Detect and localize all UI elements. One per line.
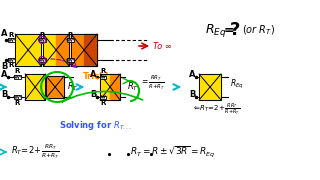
Polygon shape	[100, 75, 106, 78]
Text: $=\!\frac{RR_T}{R\!+\!R_T}$: $=\!\frac{RR_T}{R\!+\!R_T}$	[140, 74, 165, 92]
Text: $\Leftarrow\!R_T\!=\!2\!+\!\frac{RR_T}{R\!+\!R_T}$: $\Leftarrow\!R_T\!=\!2\!+\!\frac{RR_T}{R…	[192, 101, 240, 117]
Polygon shape	[8, 58, 15, 62]
Polygon shape	[55, 76, 64, 98]
Text: B: B	[90, 90, 96, 99]
Text: $R_{Eq}$: $R_{Eq}$	[205, 21, 227, 39]
Polygon shape	[28, 34, 41, 66]
Text: R: R	[68, 32, 73, 38]
Text: R: R	[8, 32, 14, 38]
Text: ?: ?	[230, 21, 240, 39]
Text: To ∞: To ∞	[153, 42, 172, 51]
Text: R: R	[100, 68, 106, 74]
Text: R: R	[39, 62, 45, 68]
Text: =: =	[224, 24, 235, 37]
Polygon shape	[56, 34, 69, 66]
Text: R: R	[68, 62, 73, 68]
Text: B: B	[1, 62, 7, 71]
Polygon shape	[199, 74, 210, 100]
Polygon shape	[14, 75, 21, 79]
Text: Trick!: Trick!	[83, 72, 110, 81]
Text: R: R	[14, 68, 20, 74]
Text: $R_T\!=\!2\!+\!\frac{RR_T}{R\!+\!R_T}$: $R_T\!=\!2\!+\!\frac{RR_T}{R\!+\!R_T}$	[11, 143, 60, 161]
Text: R: R	[8, 62, 14, 68]
Polygon shape	[15, 34, 28, 66]
Polygon shape	[110, 74, 120, 100]
Polygon shape	[46, 76, 55, 98]
Text: $\bullet\quad\bullet\quad\bullet$: $\bullet\quad\bullet\quad\bullet$	[105, 149, 154, 159]
Polygon shape	[100, 96, 106, 98]
Polygon shape	[14, 95, 21, 99]
Text: R: R	[100, 100, 106, 106]
Text: $R_T = R \pm \sqrt{3R} = R_{Eq}$: $R_T = R \pm \sqrt{3R} = R_{Eq}$	[130, 145, 215, 159]
Text: R: R	[14, 100, 20, 106]
Text: $R_T$: $R_T$	[127, 81, 139, 93]
Polygon shape	[25, 74, 35, 100]
FancyArrowPatch shape	[62, 91, 142, 102]
Polygon shape	[71, 34, 84, 66]
Polygon shape	[39, 58, 46, 62]
Polygon shape	[84, 34, 97, 66]
Polygon shape	[8, 38, 15, 42]
Text: Solving for $R_{T...}$: Solving for $R_{T...}$	[59, 118, 132, 132]
Text: $R_T$: $R_T$	[67, 81, 79, 93]
Text: A: A	[1, 70, 7, 79]
Polygon shape	[210, 74, 221, 100]
Text: R: R	[39, 32, 45, 38]
Text: B: B	[1, 90, 7, 99]
Text: $(or\ R_T)$: $(or\ R_T)$	[242, 23, 275, 37]
Polygon shape	[67, 38, 74, 42]
Text: A: A	[90, 70, 96, 79]
Text: B: B	[189, 90, 195, 99]
Polygon shape	[100, 74, 110, 100]
Polygon shape	[39, 38, 46, 42]
Polygon shape	[67, 58, 74, 62]
Polygon shape	[35, 74, 45, 100]
Polygon shape	[43, 34, 56, 66]
Text: A: A	[189, 70, 195, 79]
Text: $R_{Eq}$: $R_{Eq}$	[230, 77, 244, 91]
Text: A: A	[1, 29, 7, 38]
